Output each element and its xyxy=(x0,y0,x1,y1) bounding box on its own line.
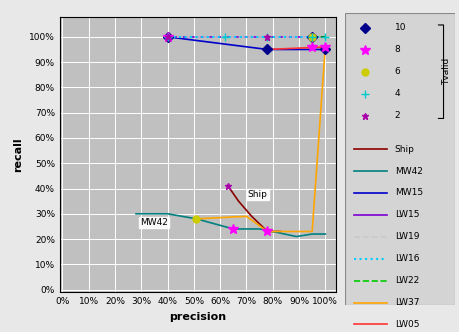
FancyBboxPatch shape xyxy=(344,13,454,305)
Text: Ship: Ship xyxy=(247,190,267,199)
Text: 4: 4 xyxy=(394,89,399,98)
Text: LW37: LW37 xyxy=(394,298,418,307)
Text: MW42: MW42 xyxy=(140,218,168,227)
Text: 2: 2 xyxy=(394,111,399,120)
Text: MW42: MW42 xyxy=(394,167,422,176)
Text: LW19: LW19 xyxy=(394,232,418,241)
Text: 8: 8 xyxy=(394,45,399,54)
X-axis label: precision: precision xyxy=(169,311,226,322)
Text: 10: 10 xyxy=(394,23,405,33)
Text: LW05: LW05 xyxy=(394,320,418,329)
Y-axis label: recall: recall xyxy=(13,137,23,172)
Text: MW15: MW15 xyxy=(394,189,422,198)
Text: LW22: LW22 xyxy=(394,276,418,285)
Text: Ship: Ship xyxy=(394,145,414,154)
Text: Tvalid: Tvalid xyxy=(441,58,450,85)
Text: 6: 6 xyxy=(394,67,399,76)
Text: LW16: LW16 xyxy=(394,254,418,263)
Text: LW15: LW15 xyxy=(394,210,418,219)
